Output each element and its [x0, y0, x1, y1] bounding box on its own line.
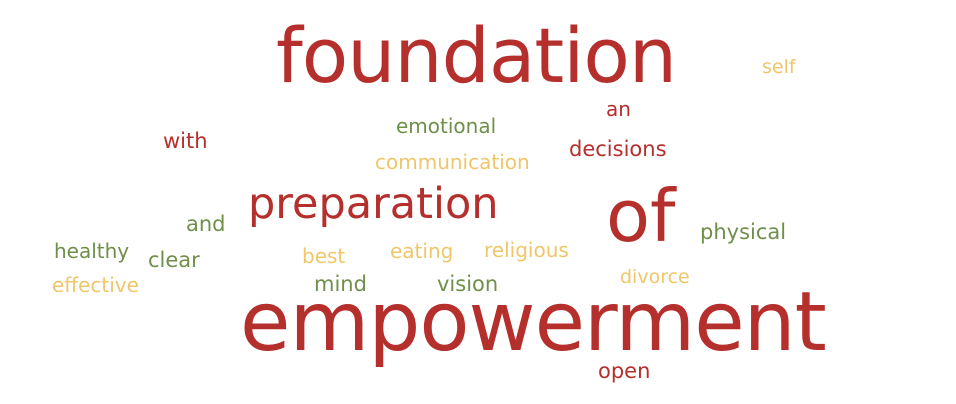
word-preparation: preparation: [248, 179, 499, 229]
word-healthy: healthy: [54, 239, 130, 263]
word-emotional: emotional: [396, 114, 497, 138]
word-religious: religious: [484, 238, 569, 262]
word-self: self: [762, 56, 796, 78]
word-and: and: [186, 212, 226, 236]
word-communication: communication: [375, 150, 530, 174]
word-decisions: decisions: [569, 137, 667, 161]
word-physical: physical: [700, 220, 787, 244]
word-best: best: [302, 244, 346, 268]
word-with: with: [163, 129, 208, 153]
word-eating: eating: [390, 239, 454, 263]
word-empowerment: empowerment: [240, 275, 827, 370]
word-foundation: foundation: [276, 11, 677, 100]
word-effective: effective: [52, 273, 139, 297]
word-clear: clear: [148, 248, 200, 272]
word-of: of: [606, 174, 676, 258]
word-mind: mind: [314, 272, 367, 296]
word-open: open: [598, 359, 651, 383]
word-divorce: divorce: [620, 266, 690, 288]
word-an: an: [606, 97, 631, 121]
word-vision: vision: [437, 272, 499, 296]
